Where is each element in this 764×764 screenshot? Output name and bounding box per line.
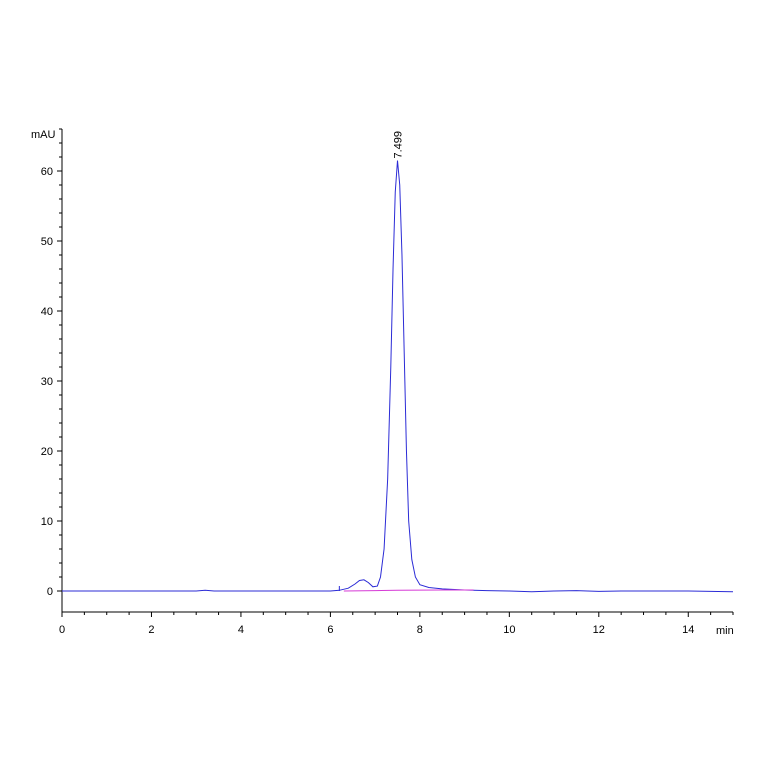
y-tick-label: 0 <box>47 586 53 598</box>
y-tick-label: 50 <box>41 236 53 248</box>
y-axis-label: mAU <box>31 129 56 141</box>
y-tick-label: 30 <box>41 376 53 388</box>
x-tick-label: 12 <box>593 624 605 636</box>
x-tick-label: 8 <box>417 624 423 636</box>
axes <box>57 128 734 617</box>
y-tick-label: 20 <box>41 446 53 458</box>
x-tick-label: 6 <box>327 624 333 636</box>
baseline-trace <box>343 589 474 592</box>
x-tick-label: 0 <box>59 624 65 636</box>
x-tick-label: 10 <box>503 624 515 636</box>
x-tick-label: 2 <box>148 624 154 636</box>
y-tick-label: 60 <box>41 166 53 178</box>
peak-label: 7.499 <box>392 131 404 159</box>
y-tick-label: 10 <box>41 516 53 528</box>
x-tick-label: 14 <box>682 624 694 636</box>
y-tick-label: 40 <box>41 306 53 318</box>
series-layer <box>62 160 734 593</box>
x-tick-label: 4 <box>238 624 244 636</box>
x-axis-label: min <box>716 625 734 637</box>
signal-trace <box>62 160 734 593</box>
labels-layer: 0 10 20 30 40 50 60 0 2 4 6 8 10 12 14 mAU min 7.499 <box>31 129 734 637</box>
